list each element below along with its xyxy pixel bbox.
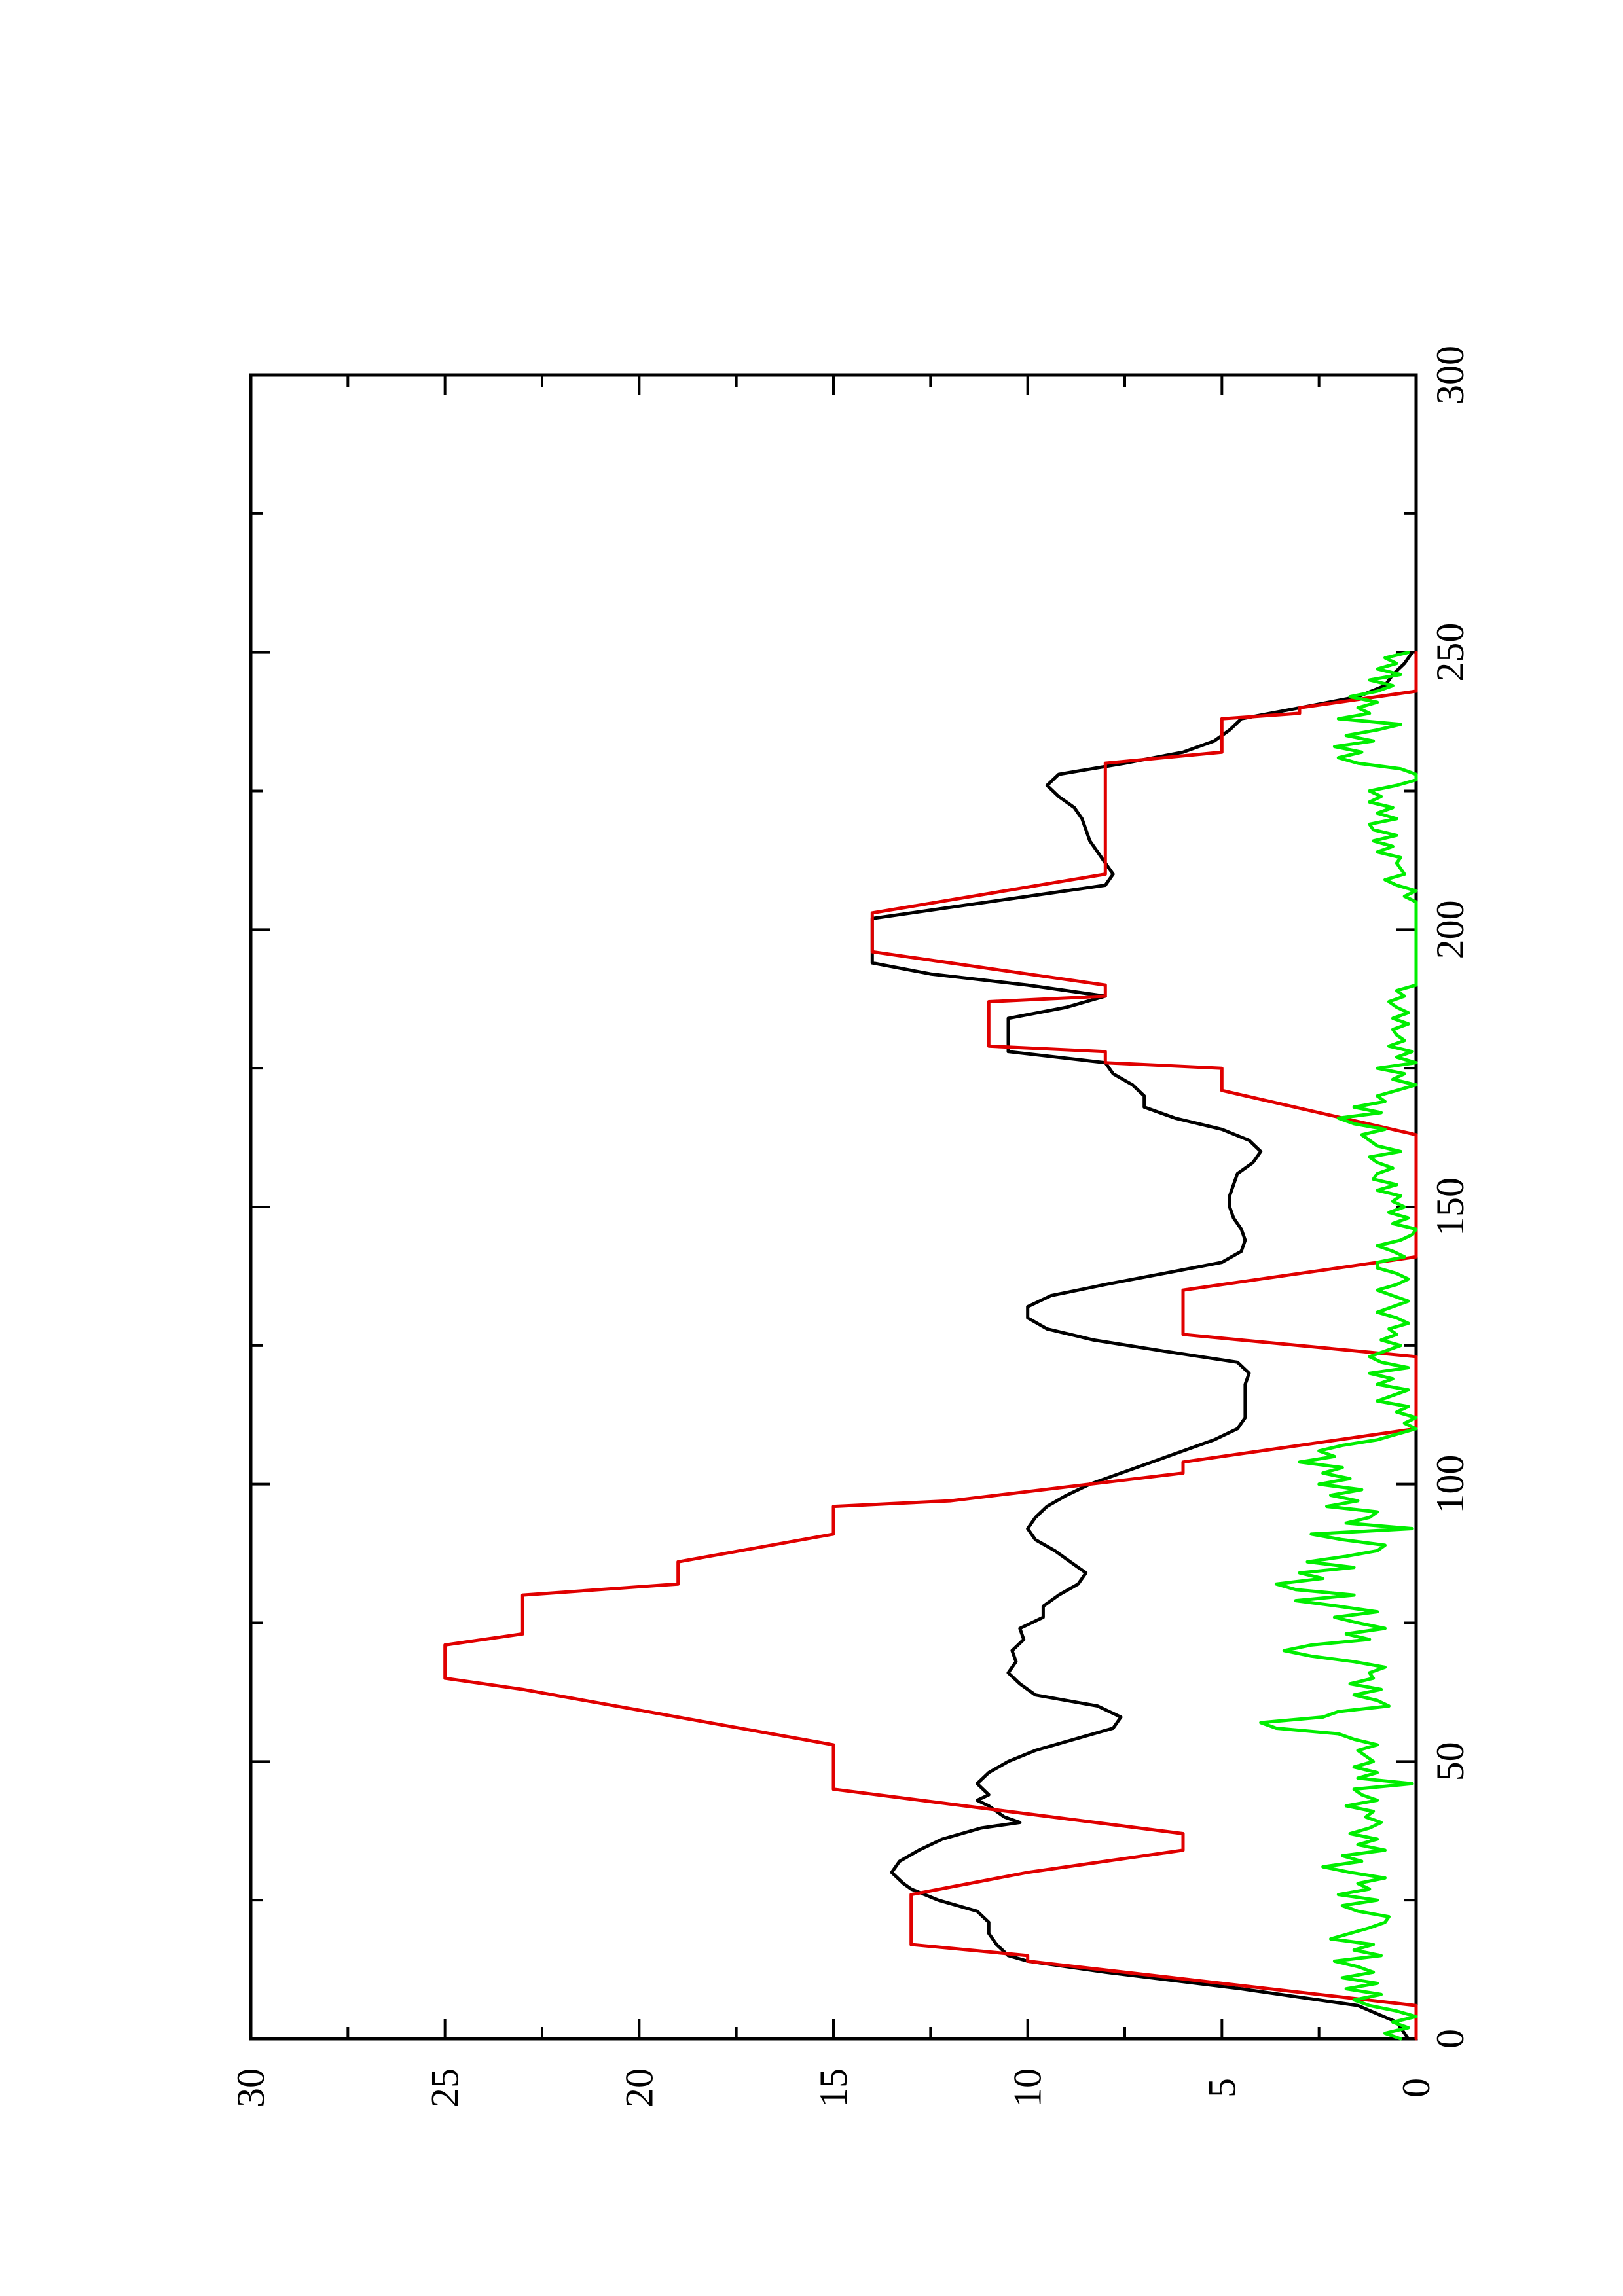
series-lines bbox=[443, 651, 1418, 2041]
y-tick-label: 5 bbox=[1200, 2078, 1243, 2098]
series-line-3 bbox=[1259, 651, 1418, 2041]
axis-ticks bbox=[249, 374, 1417, 2040]
series-line-2 bbox=[443, 651, 1418, 2041]
y-tick-label: 0 bbox=[1395, 2078, 1438, 2098]
x-tick-label: 150 bbox=[1429, 1177, 1472, 1236]
x-tick-label: 250 bbox=[1429, 623, 1472, 682]
y-tick-label: 20 bbox=[617, 2068, 661, 2108]
y-tick-label: 30 bbox=[229, 2068, 272, 2108]
axis-tick-labels: 0 50 100 150 200 250 300 0 5 10 15 20 25 30 bbox=[229, 346, 1472, 2108]
y-tick-label: 15 bbox=[812, 2068, 855, 2108]
x-tick-label: 200 bbox=[1429, 900, 1472, 959]
x-tick-label: 300 bbox=[1429, 346, 1472, 404]
x-tick-label: 100 bbox=[1429, 1455, 1472, 1514]
series-line-1 bbox=[870, 651, 1414, 2041]
x-tick-label: 50 bbox=[1429, 1742, 1472, 1781]
y-tick-label: 10 bbox=[1006, 2068, 1049, 2108]
y-tick-label: 25 bbox=[424, 2068, 467, 2108]
x-tick-label: 0 bbox=[1429, 2029, 1472, 2049]
